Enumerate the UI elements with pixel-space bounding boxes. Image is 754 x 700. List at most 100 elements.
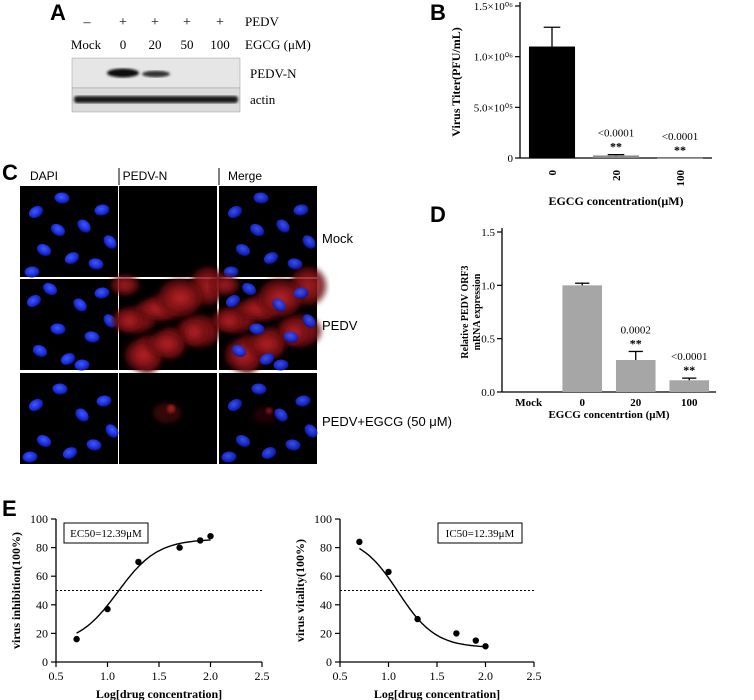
x-tick-label: 100 xyxy=(681,397,698,409)
column-header-dapi: DAPI xyxy=(30,169,58,183)
x-tick-label: 2.0 xyxy=(478,669,493,683)
x-tick-label: 1.5 xyxy=(430,669,445,683)
x-axis-title: EGCG concentration(μM) xyxy=(548,194,683,208)
y-tick-label: 0 xyxy=(326,655,332,669)
x-tick-label: 100 xyxy=(675,170,687,187)
y-tick-label: 60 xyxy=(36,569,48,583)
x-tick-label: 1.0 xyxy=(100,669,115,683)
panel-c-immunofluorescence: DAPI PEDV-N Merge Mock PEDV PEDV+EGCG (5… xyxy=(20,168,452,464)
dapi-nucleus xyxy=(24,266,40,278)
pedv-n-signal xyxy=(248,331,284,357)
dapi-nucleus xyxy=(272,298,286,312)
annotation-text: IC50=12.39μM xyxy=(446,528,515,540)
dapi-nucleus xyxy=(51,223,65,237)
dapi-nucleus xyxy=(32,345,48,357)
panel-label-e: E xyxy=(2,496,17,521)
x-tick-label: 0 xyxy=(547,170,559,176)
data-point xyxy=(356,538,363,546)
dapi-nucleus xyxy=(251,383,267,395)
panel-label-c: C xyxy=(2,160,18,185)
pedv-sign: + xyxy=(216,15,224,30)
significance-label: ** xyxy=(683,363,695,377)
dapi-nucleus xyxy=(50,323,66,335)
egcg-row-label: EGCG (μM) xyxy=(245,37,311,52)
pedv-n-signal xyxy=(111,275,139,295)
p-value-label: 0.0002 xyxy=(621,324,651,336)
dapi-nucleus xyxy=(26,294,42,308)
dapi-nucleus xyxy=(22,451,38,463)
significance-label: ** xyxy=(610,140,622,154)
pedv-sign: + xyxy=(119,15,127,30)
x-tick-label: 0.5 xyxy=(333,669,348,683)
dapi-nucleus xyxy=(227,398,243,412)
dapi-nucleus xyxy=(293,287,309,299)
actin-band xyxy=(74,96,238,103)
data-point xyxy=(453,630,460,637)
dapi-nucleus xyxy=(36,435,52,447)
annotation-box xyxy=(63,522,149,544)
pedv-n-signal xyxy=(115,311,143,331)
blot-label-actin: actin xyxy=(250,92,276,107)
column-header-merge: Merge xyxy=(228,169,262,183)
dapi-nucleus xyxy=(94,287,110,299)
data-point xyxy=(73,635,80,643)
dapi-nucleus xyxy=(283,331,299,343)
dapi-nucleus xyxy=(225,294,241,308)
x-tick-label: 1.5 xyxy=(152,669,167,683)
bar xyxy=(528,46,576,158)
x-axis-title: Log[drug concentration] xyxy=(374,687,500,700)
dapi-nucleus xyxy=(84,331,100,343)
dapi-nucleus xyxy=(302,235,316,249)
dapi-nucleus xyxy=(276,219,290,233)
x-tick-label: 0.5 xyxy=(49,669,64,683)
pedv-n-signal xyxy=(253,407,277,423)
panel-label-b: B xyxy=(430,0,446,25)
y-tick-label: 0.0 xyxy=(481,387,495,399)
x-tick-label: 0 xyxy=(580,397,586,409)
micrograph-panel xyxy=(119,186,217,277)
dapi-nucleus xyxy=(253,192,269,204)
egcg-value: 50 xyxy=(181,37,194,52)
dapi-nucleus xyxy=(223,266,239,278)
p-value-label: <0.0001 xyxy=(671,351,707,363)
data-point xyxy=(197,537,204,544)
dapi-nucleus xyxy=(75,408,89,422)
y-tick-label: 0 xyxy=(508,153,514,165)
y-tick-label: 100 xyxy=(30,512,48,526)
data-point xyxy=(104,605,111,613)
y-tick-label: 20 xyxy=(36,626,48,640)
dapi-nucleus xyxy=(287,258,303,270)
dapi-nucleus xyxy=(105,424,119,438)
egcg-value: 100 xyxy=(210,37,230,52)
egcg-value: Mock xyxy=(71,37,102,52)
panel-a-western-blot: – + + + + PEDV Mock 0 20 50 100 EGCG (μM… xyxy=(71,14,311,113)
y-tick-label: 20 xyxy=(320,626,332,640)
image-grid xyxy=(20,186,326,464)
panel-e-inhibition-chart: 0 20 40 60 80 100 0.5 1.0 1.5 2.0 2.5 EC50=12.39μM L… xyxy=(9,512,270,700)
dapi-nucleus xyxy=(28,398,44,412)
p-value-label: <0.0001 xyxy=(598,128,634,140)
panel-label-a: A xyxy=(50,0,66,25)
pedv-sign: + xyxy=(151,15,159,30)
dapi-nucleus xyxy=(302,314,316,328)
data-point xyxy=(472,637,479,644)
dapi-nucleus xyxy=(60,353,76,365)
dapi-nucleus xyxy=(96,395,112,407)
panel-b-virus-titer-chart: 05.0×10⁰⁵1.0×10⁰⁶1.5×10⁰⁶0<0.0001**20<0.… xyxy=(449,1,712,208)
data-point xyxy=(482,643,489,650)
x-tick-label: 20 xyxy=(611,170,623,182)
dapi-nucleus xyxy=(28,205,44,219)
x-axis-title: EGCG concentrtion (μM) xyxy=(548,409,669,421)
pedv-sign: – xyxy=(83,15,92,30)
y-tick-label: 40 xyxy=(320,598,332,612)
pedv-n-signal xyxy=(158,279,202,317)
dapi-nucleus xyxy=(103,235,117,249)
dapi-nucleus xyxy=(242,282,256,296)
dapi-nucleus xyxy=(52,383,68,395)
data-point xyxy=(135,558,142,566)
dapi-nucleus xyxy=(235,244,251,256)
dapi-nucleus xyxy=(94,204,110,216)
x-tick-label: Mock xyxy=(515,397,543,409)
